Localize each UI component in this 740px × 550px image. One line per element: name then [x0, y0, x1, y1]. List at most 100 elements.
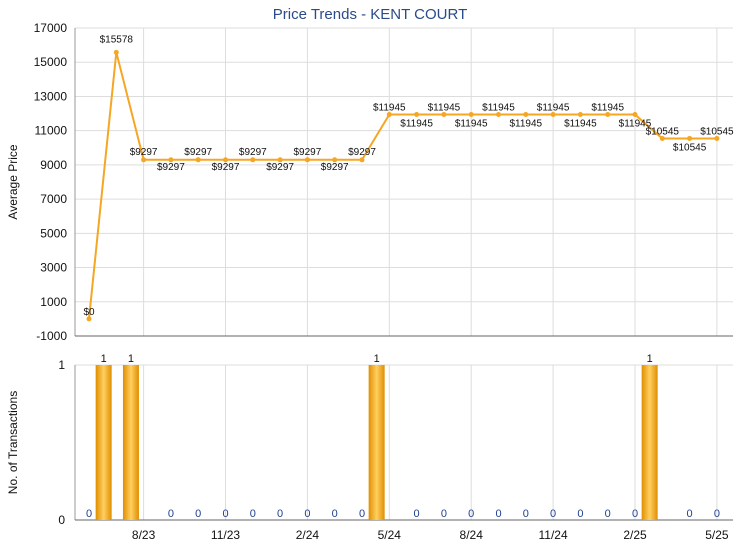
- price-data-label: $10545: [673, 142, 707, 153]
- price-y-tick-label: 11000: [35, 124, 68, 138]
- price-data-label: $10545: [646, 126, 680, 137]
- transactions-zero-label: 0: [304, 508, 310, 520]
- transactions-zero-label: 0: [168, 508, 174, 520]
- price-y-tick-label: 17000: [34, 21, 68, 35]
- transactions-y-tick-label: 0: [58, 513, 65, 527]
- transactions-zero-label: 0: [441, 508, 447, 520]
- x-tick-label: 2/25: [623, 528, 647, 542]
- price-data-label: $15578: [100, 34, 134, 45]
- price-y-tick-label: 15000: [34, 55, 68, 69]
- transactions-zero-label: 0: [86, 508, 92, 520]
- price-data-label: $11945: [428, 102, 461, 113]
- price-point: [386, 111, 392, 117]
- price-point: [687, 135, 693, 141]
- x-tick-label: 5/24: [378, 528, 402, 542]
- price-point: [441, 111, 447, 117]
- price-point: [414, 111, 420, 117]
- transactions-zero-label: 0: [605, 508, 611, 520]
- price-data-label: $11945: [619, 118, 652, 129]
- transactions-bar: [368, 365, 385, 520]
- price-data-label: $9297: [321, 162, 349, 173]
- price-data-label: $11945: [400, 118, 433, 129]
- price-point: [304, 157, 310, 163]
- price-data-label: $9297: [184, 147, 212, 158]
- x-tick-label: 2/24: [296, 528, 320, 542]
- price-point: [195, 157, 201, 163]
- transactions-y-axis-title: No. of Transactions: [6, 391, 20, 494]
- price-data-label: $9297: [293, 147, 321, 158]
- chart-title: Price Trends - KENT COURT: [272, 6, 468, 23]
- transactions-zero-label: 0: [359, 508, 365, 520]
- price-point: [468, 111, 474, 117]
- price-y-tick-label: 5000: [40, 226, 67, 240]
- price-data-label: $11945: [591, 102, 624, 113]
- transactions-zero-label: 0: [632, 508, 638, 520]
- price-data-label: $9297: [266, 162, 294, 173]
- price-data-label: $0: [83, 307, 95, 318]
- transactions-zero-label: 0: [577, 508, 583, 520]
- transactions-bar: [122, 365, 139, 520]
- price-point: [332, 157, 338, 163]
- price-point: [168, 157, 174, 163]
- price-point: [86, 316, 92, 322]
- price-y-tick-label: 13000: [34, 89, 68, 103]
- price-point: [113, 49, 119, 55]
- price-point: [359, 157, 365, 163]
- price-data-label: $11945: [537, 102, 570, 113]
- price-data-label: $11945: [455, 118, 488, 129]
- price-point: [632, 111, 638, 117]
- price-data-label: $10545: [700, 126, 734, 137]
- price-point: [496, 111, 501, 117]
- price-y-tick-label: 7000: [40, 192, 67, 206]
- transactions-bar: [641, 365, 658, 520]
- transactions-plot-area: [75, 365, 733, 520]
- transactions-zero-label: 0: [332, 508, 338, 520]
- x-tick-label: 11/24: [539, 528, 568, 542]
- transactions-bar-label: 1: [374, 353, 380, 365]
- x-tick-label: 8/23: [132, 528, 156, 542]
- price-point: [250, 157, 256, 163]
- price-point: [577, 111, 583, 117]
- transactions-zero-label: 0: [250, 508, 256, 520]
- price-data-label: $11945: [373, 102, 406, 113]
- transactions-zero-label: 0: [714, 508, 720, 520]
- transactions-zero-label: 0: [222, 508, 228, 520]
- transactions-zero-label: 0: [414, 508, 420, 520]
- transactions-zero-label: 0: [195, 508, 201, 520]
- transactions-bar-label: 1: [101, 353, 107, 365]
- price-plot-area: [75, 28, 733, 336]
- transactions-bar: [95, 365, 112, 520]
- transactions-y-tick-label: 1: [58, 358, 65, 372]
- transactions-zero-label: 0: [495, 508, 501, 520]
- price-y-axis-title: Average Price: [6, 144, 20, 219]
- price-data-label: $9297: [239, 147, 267, 158]
- price-data-label: $9297: [348, 147, 376, 158]
- price-data-label: $11945: [564, 118, 597, 129]
- price-point: [523, 111, 529, 117]
- transactions-bar-label: 1: [647, 353, 653, 365]
- price-y-tick-label: 3000: [40, 261, 67, 275]
- transactions-zero-label: 0: [468, 508, 474, 520]
- transactions-bar-label: 1: [128, 353, 134, 365]
- price-point: [714, 135, 720, 141]
- price-y-tick-label: 9000: [40, 158, 67, 172]
- price-y-tick-label: -1000: [36, 329, 67, 343]
- price-point: [223, 157, 228, 163]
- x-tick-label: 11/23: [211, 528, 240, 542]
- price-data-label: $11945: [509, 118, 542, 129]
- price-point: [277, 157, 283, 163]
- price-point: [550, 111, 556, 117]
- price-data-label: $9297: [212, 162, 240, 173]
- price-data-label: $9297: [130, 147, 158, 158]
- transactions-zero-label: 0: [550, 508, 556, 520]
- price-y-tick-label: 1000: [40, 295, 67, 309]
- price-point: [605, 111, 611, 117]
- price-point: [659, 135, 665, 141]
- transactions-zero-label: 0: [687, 508, 693, 520]
- transactions-zero-label: 0: [277, 508, 283, 520]
- x-tick-label: 8/24: [460, 528, 484, 542]
- price-series-line: [88, 52, 717, 320]
- price-data-label: $11945: [482, 102, 515, 113]
